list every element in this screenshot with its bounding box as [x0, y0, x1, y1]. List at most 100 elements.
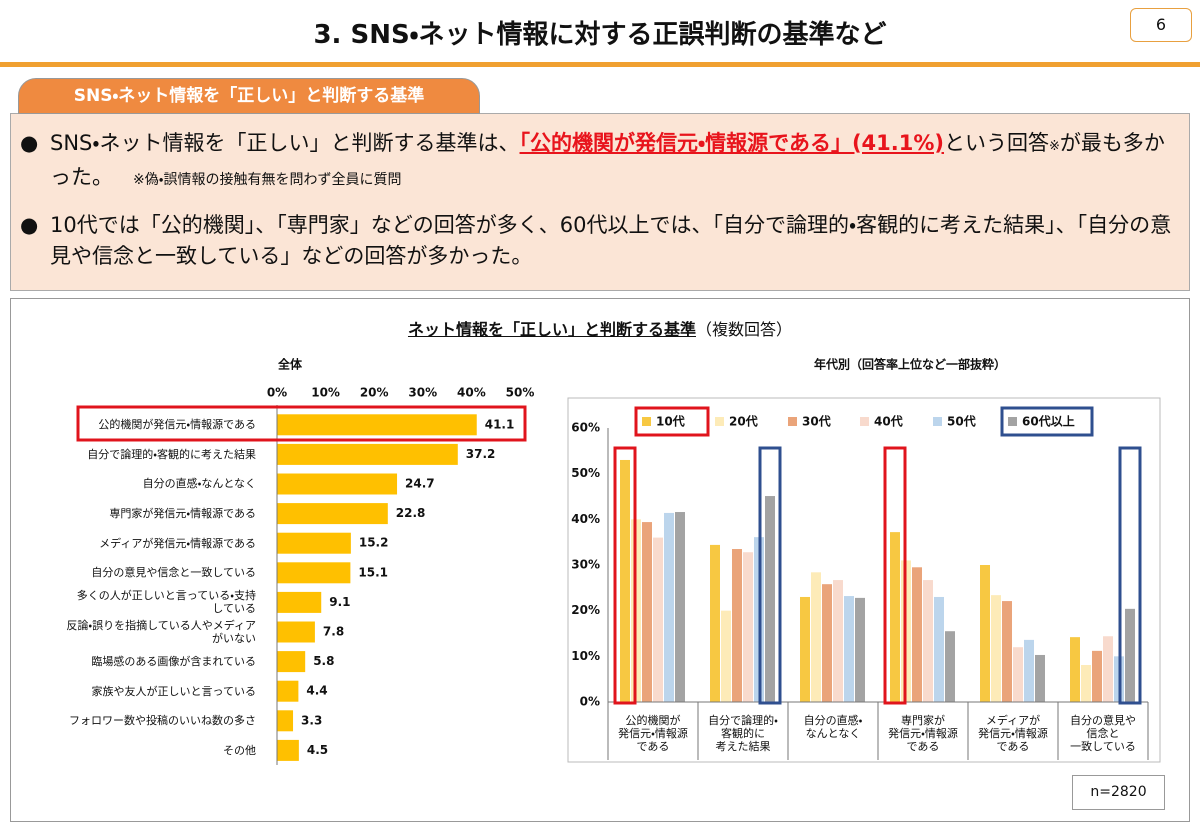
x-tick-label: 0%: [267, 386, 287, 400]
header-rule: [0, 62, 1200, 67]
highlight-box: [883, 446, 907, 705]
value-label: 15.2: [359, 536, 389, 550]
bullet: ● 10代では「公的機関」、「専門家」などの回答が多く、60代以上では、「自分で論…: [20, 213, 1172, 268]
value-label: 3.3: [301, 713, 322, 727]
bar: [277, 621, 315, 643]
chart-title: 年代別（回答率上位など一部抜粋）: [814, 357, 1006, 372]
bar: [277, 710, 294, 732]
category-label: フォロワー数や投稿のいいね数の多さ: [69, 714, 256, 728]
summary-box: [10, 113, 1190, 291]
bar: [855, 597, 865, 702]
highlight-box: [758, 446, 782, 705]
legend-swatch: [788, 417, 797, 426]
bar: [844, 596, 854, 702]
y-tick-label: 30%: [571, 558, 600, 572]
bar: [710, 544, 720, 702]
category-label: 自分の直感・なんとなく: [142, 477, 256, 491]
highlight-box: [1118, 446, 1142, 705]
bar: [1103, 636, 1113, 702]
bar: [1013, 647, 1023, 702]
legend-label: 50代: [947, 414, 976, 429]
text: が最も多かった。: [50, 131, 1165, 189]
highlight-box: [613, 446, 637, 705]
bar: [765, 496, 775, 702]
plot-frame: [567, 397, 1161, 763]
category-label: メディアが 発信元・情報源 である: [978, 714, 1048, 753]
chart-title: 全体: [278, 357, 303, 372]
section-tab: SNS・ネット情報を「正しい」と判断する基準: [18, 78, 480, 114]
bar: [991, 595, 1001, 702]
subtitle: （複数回答）: [696, 320, 793, 339]
y-tick-label: 60%: [571, 421, 600, 435]
bar: [833, 580, 843, 702]
legend-label: 60代以上: [1022, 414, 1075, 429]
legend-swatch: [933, 417, 942, 426]
category-label: 自分で論理的・ 客観的に 考えた結果: [708, 714, 778, 753]
bar: [1002, 601, 1012, 702]
bar: [277, 591, 322, 613]
bar: [822, 584, 832, 702]
bar: [934, 596, 944, 702]
bar: [811, 572, 821, 702]
category-label: メディアが発信元・情報源である: [99, 536, 256, 550]
note: ※偽・誤情報の接触有無を問わず全員に質問: [133, 172, 402, 188]
category-label: 自分の直感・ なんとなく: [803, 714, 863, 740]
y-tick-label: 40%: [571, 512, 600, 526]
category-label: 自分の意見や信念と一致している: [91, 566, 256, 580]
page-number: 6: [1130, 8, 1192, 42]
x-tick-label: 10%: [311, 386, 340, 400]
value-label: 22.8: [396, 506, 426, 520]
x-tick-label: 40%: [457, 386, 486, 400]
bar: [1024, 639, 1034, 702]
category-label: その他: [223, 743, 256, 757]
legend-label: 40代: [874, 414, 903, 429]
bar: [912, 567, 922, 702]
bar: [1070, 637, 1080, 702]
bar: [1092, 650, 1102, 702]
legend-highlight: [634, 406, 710, 437]
figure-panel: [10, 298, 1190, 822]
figure-title: ネット情報を「正しい」と判断する基準（複数回答）: [0, 316, 1200, 340]
bar: [277, 473, 398, 495]
x-tick-label: 50%: [506, 386, 535, 400]
emphasis: 「公的機関が発信元・情報源である」(41.1%): [519, 131, 944, 155]
value-label: 15.1: [358, 565, 388, 579]
value-label: 24.7: [405, 477, 435, 491]
category-label: 公的機関が 発信元・情報源 である: [618, 714, 688, 753]
legend-highlight: [1000, 406, 1094, 437]
highlight-box: [76, 405, 527, 442]
legend-swatch: [715, 417, 724, 426]
legend-swatch: [860, 417, 869, 426]
bar: [277, 532, 351, 554]
category-label: 専門家が 発信元・情報源 である: [888, 714, 958, 753]
value-label: 5.8: [313, 654, 334, 668]
value-label: 4.5: [307, 743, 328, 757]
bar: [721, 610, 731, 702]
text: 10代では「公的機関」、「専門家」などの回答が多く、60代以上では、「自分で論理…: [50, 213, 1172, 268]
y-tick-label: 10%: [571, 649, 600, 663]
legend-label: 30代: [802, 414, 831, 429]
value-label: 37.2: [466, 447, 496, 461]
value-label: 41.1: [485, 417, 515, 431]
bullet: ● SNS・ネット情報を「正しい」と判断する基準は、「公的機関が発信元・情報源であ…: [20, 131, 1165, 189]
bar: [277, 503, 388, 525]
bar: [1125, 608, 1135, 702]
bar: [890, 532, 900, 702]
bar: [732, 549, 742, 702]
bar: [277, 414, 477, 436]
title: ネット情報を「正しい」と判断する基準: [407, 320, 696, 339]
slide-title: 3. SNS・ネット情報に対する正誤判断の基準など: [313, 20, 887, 50]
x-tick-label: 20%: [360, 386, 389, 400]
legend-label: 10代: [656, 414, 685, 429]
value-label: 7.8: [323, 625, 344, 639]
note-mark: ※: [1049, 139, 1060, 154]
category-label: 多くの人が正しいと言っている・支持している: [76, 589, 256, 616]
bar: [923, 580, 933, 702]
x-tick-label: 30%: [408, 386, 437, 400]
bar: [1081, 665, 1091, 702]
category-label: 公的機関が発信元・情報源である: [98, 418, 256, 432]
bar: [743, 552, 753, 702]
category-label: 自分の意見や 信念と 一致している: [1070, 714, 1136, 753]
bar: [620, 459, 630, 702]
